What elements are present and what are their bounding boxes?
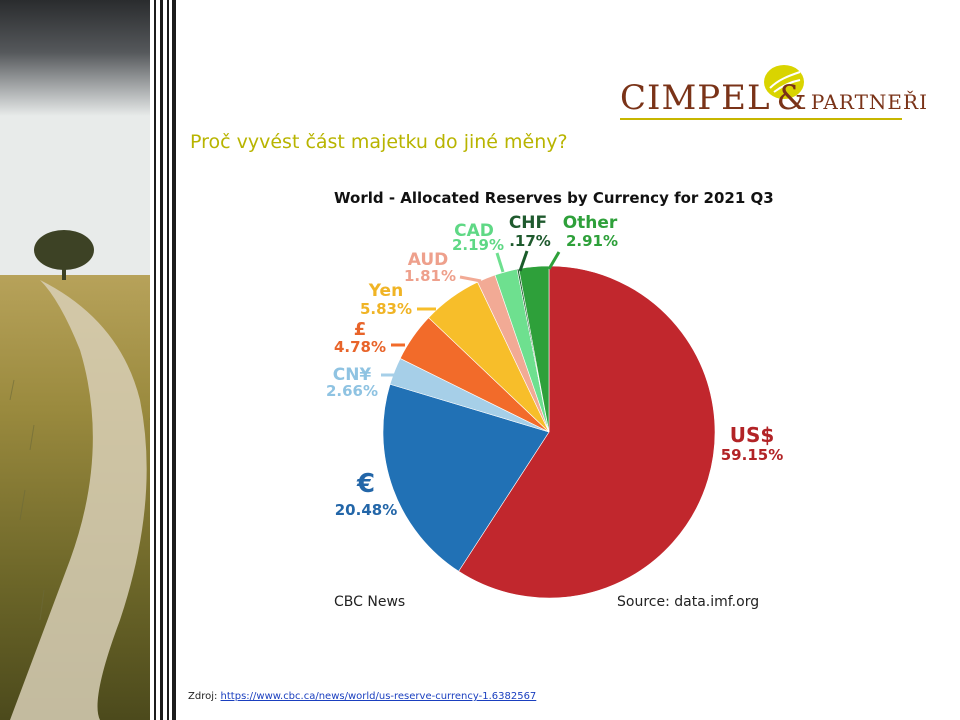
pie-slice-0 <box>458 265 716 599</box>
slice-name-label-8: Other <box>563 213 618 233</box>
leader-line-5 <box>459 275 482 283</box>
slice-value-label-2: 2.66% <box>326 382 378 400</box>
footer-source: Source: data.imf.org <box>617 594 760 610</box>
logo-underline <box>620 118 902 120</box>
logo-partners: PARTNEŘI <box>810 90 928 114</box>
slice-name-label-4: Yen <box>368 281 403 301</box>
slice-value-label-3: 4.78% <box>334 338 386 356</box>
leader-line-6 <box>495 252 505 273</box>
landscape-photo <box>0 0 178 720</box>
slice-name-label-6: CAD <box>454 221 494 241</box>
slice-value-label-5: 1.81% <box>404 267 456 285</box>
slice-value-label-4: 5.83% <box>360 300 412 318</box>
slice-name-label-0: US$ <box>730 423 775 447</box>
logo-name: CIMPEL <box>620 78 771 118</box>
slice-value-label-6: 2.19% <box>452 236 504 254</box>
decorative-stripes <box>150 0 190 720</box>
page-title: Proč vyvést část majetku do jiné měny? <box>190 131 568 153</box>
slice-value-label-1: 20.48% <box>335 501 397 519</box>
slice-name-label-7: CHF <box>509 213 547 233</box>
footer-credit: CBC News <box>334 594 406 610</box>
logo-ampersand: & <box>776 78 807 118</box>
chart-title: World - Allocated Reserves by Currency f… <box>334 189 774 207</box>
slice-name-label-5: AUD <box>408 250 449 270</box>
source-line: Zdroj: https://www.cbc.ca/news/world/us-… <box>188 691 536 702</box>
source-label: Zdroj: <box>188 691 218 702</box>
slice-name-label-1: € <box>356 469 375 499</box>
leader-line-7 <box>518 250 529 272</box>
slice-value-label-8: 2.91% <box>566 232 618 250</box>
source-link[interactable]: https://www.cbc.ca/news/world/us-reserve… <box>220 691 537 702</box>
slice-value-label-0: 59.15% <box>721 446 783 464</box>
company-logo: CIMPEL & PARTNEŘI <box>620 62 927 126</box>
slice-name-label-3: £ <box>354 319 367 340</box>
leaf-logo-mark <box>764 65 804 99</box>
slice-name-label-2: CN¥ <box>333 365 372 385</box>
pie-slice-1 <box>382 383 550 572</box>
slice-value-label-7: .17% <box>509 232 551 250</box>
leader-line-8 <box>547 251 561 270</box>
pie-slice-8 <box>518 265 550 433</box>
